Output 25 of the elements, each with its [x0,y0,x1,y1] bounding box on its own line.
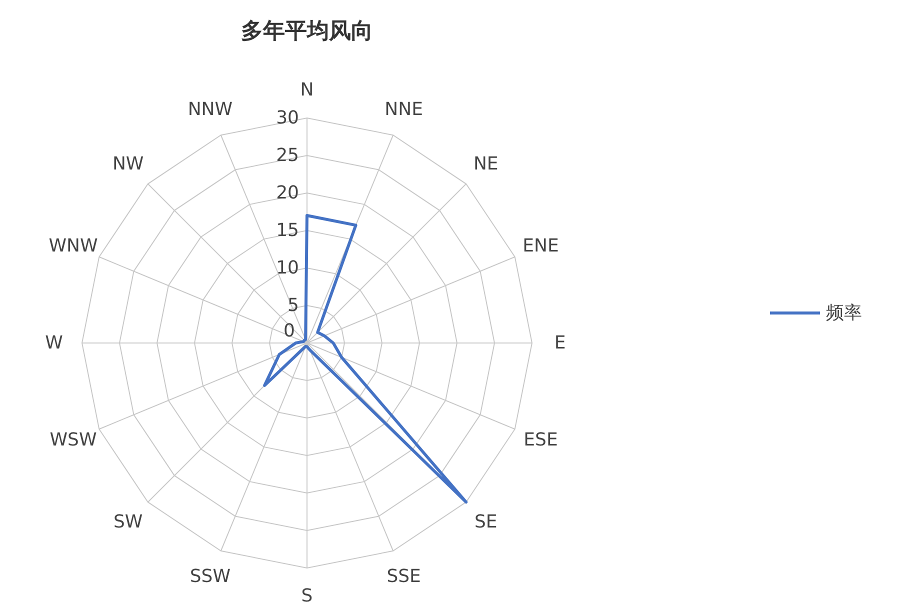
spoke-label: NNW [188,98,233,120]
spoke-label: NE [473,154,498,175]
spoke-label: NNE [384,98,423,120]
y-tick-label: 25 [276,145,299,166]
spoke-label: S [301,586,313,606]
spoke-label: WNW [48,236,98,257]
y-tick-label: 0 [284,320,295,342]
y-tick-label: 10 [276,258,299,278]
spoke-label: N [300,80,314,100]
spoke-label: NW [112,154,144,175]
y-tick-label: 15 [276,220,299,241]
chart-title: 多年平均风向 [241,19,373,44]
legend-label: 频率 [826,302,862,324]
spoke-label: SW [113,511,143,532]
spoke-label: SE [474,511,498,532]
spoke-label: ESE [524,429,558,450]
y-tick-label: 20 [276,182,299,204]
spoke-label: SSE [386,566,421,588]
spoke-label: W [45,332,64,354]
spoke-label: E [554,332,566,354]
spoke-label: WSW [50,429,97,450]
spoke-label: ENE [522,236,559,257]
spoke-label: SSW [190,566,231,588]
y-tick-label: 5 [288,295,299,316]
y-tick-label: 30 [276,108,299,128]
